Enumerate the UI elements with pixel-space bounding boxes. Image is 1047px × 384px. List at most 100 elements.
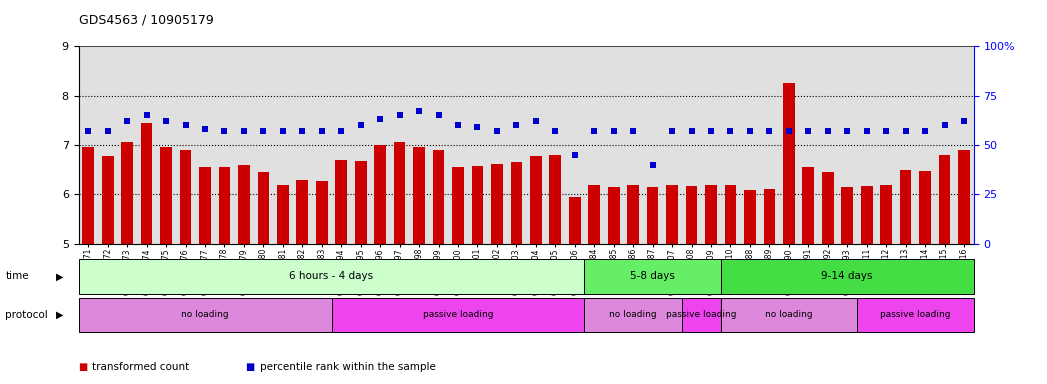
Bar bbox=[121, 142, 133, 244]
Bar bbox=[856, 298, 974, 332]
Text: passive loading: passive loading bbox=[423, 310, 493, 319]
Bar bbox=[919, 170, 931, 244]
Point bbox=[313, 128, 330, 134]
Bar bbox=[881, 185, 892, 244]
Point bbox=[469, 124, 486, 130]
Text: time: time bbox=[5, 271, 29, 281]
Bar bbox=[83, 147, 94, 244]
Bar bbox=[682, 298, 720, 332]
Bar bbox=[861, 185, 872, 244]
Bar bbox=[802, 167, 815, 244]
Point bbox=[780, 128, 797, 134]
Point bbox=[664, 128, 681, 134]
Text: GDS4563 / 10905179: GDS4563 / 10905179 bbox=[79, 14, 214, 27]
Point bbox=[897, 128, 914, 134]
Bar bbox=[414, 147, 425, 244]
Bar bbox=[530, 156, 541, 244]
Bar bbox=[939, 155, 951, 244]
Bar bbox=[725, 185, 736, 244]
Bar bbox=[627, 185, 639, 244]
Text: no loading: no loading bbox=[609, 310, 656, 319]
Bar bbox=[432, 150, 444, 244]
Bar bbox=[238, 165, 250, 244]
Text: no loading: no loading bbox=[181, 310, 229, 319]
Point bbox=[508, 122, 525, 128]
Point bbox=[372, 116, 388, 122]
Point bbox=[449, 122, 466, 128]
Text: ▶: ▶ bbox=[55, 271, 63, 281]
Point bbox=[566, 152, 583, 158]
Point bbox=[99, 128, 116, 134]
Point bbox=[820, 128, 837, 134]
Bar bbox=[511, 162, 522, 244]
Text: passive loading: passive loading bbox=[666, 310, 736, 319]
Point bbox=[158, 118, 175, 124]
Bar bbox=[842, 187, 853, 244]
Bar bbox=[958, 150, 970, 244]
Bar bbox=[277, 185, 289, 244]
Point bbox=[703, 128, 719, 134]
Bar bbox=[140, 123, 153, 244]
Point bbox=[859, 128, 875, 134]
Bar bbox=[296, 180, 308, 244]
Bar bbox=[763, 189, 775, 244]
Bar bbox=[588, 185, 600, 244]
Point bbox=[528, 118, 544, 124]
Bar bbox=[332, 298, 584, 332]
Bar bbox=[452, 167, 464, 244]
Text: protocol: protocol bbox=[5, 310, 48, 320]
Bar bbox=[584, 298, 682, 332]
Point bbox=[430, 112, 447, 118]
Bar bbox=[471, 166, 484, 244]
Bar bbox=[355, 161, 366, 244]
Point bbox=[216, 128, 232, 134]
Bar bbox=[180, 150, 192, 244]
Text: percentile rank within the sample: percentile rank within the sample bbox=[260, 362, 436, 372]
Point bbox=[956, 118, 973, 124]
Point bbox=[236, 128, 252, 134]
Point bbox=[294, 128, 311, 134]
Point bbox=[410, 108, 427, 114]
Point bbox=[877, 128, 894, 134]
Text: ▶: ▶ bbox=[55, 310, 63, 320]
Bar bbox=[394, 142, 405, 244]
Point bbox=[392, 112, 408, 118]
Point bbox=[722, 128, 739, 134]
Point bbox=[138, 112, 155, 118]
Bar bbox=[705, 185, 717, 244]
Point bbox=[683, 128, 699, 134]
Bar bbox=[822, 172, 833, 244]
Point bbox=[489, 128, 506, 134]
Bar bbox=[160, 147, 172, 244]
Bar bbox=[720, 259, 974, 294]
Point bbox=[80, 128, 96, 134]
Text: ■: ■ bbox=[79, 362, 91, 372]
Bar bbox=[199, 167, 210, 244]
Bar bbox=[335, 160, 347, 244]
Bar bbox=[584, 259, 720, 294]
Bar bbox=[79, 298, 332, 332]
Point bbox=[353, 122, 370, 128]
Point bbox=[586, 128, 603, 134]
Point bbox=[761, 128, 778, 134]
Point bbox=[625, 128, 642, 134]
Point bbox=[547, 128, 563, 134]
Text: 6 hours - 4 days: 6 hours - 4 days bbox=[289, 271, 374, 281]
Text: 5-8 days: 5-8 days bbox=[630, 271, 675, 281]
Bar bbox=[720, 298, 856, 332]
Point bbox=[936, 122, 953, 128]
Bar bbox=[744, 190, 756, 244]
Point bbox=[839, 128, 855, 134]
Bar bbox=[79, 259, 584, 294]
Bar bbox=[783, 83, 795, 244]
Bar bbox=[375, 145, 386, 244]
Bar bbox=[219, 167, 230, 244]
Text: passive loading: passive loading bbox=[881, 310, 951, 319]
Bar bbox=[666, 185, 677, 244]
Point bbox=[800, 128, 817, 134]
Point bbox=[255, 128, 272, 134]
Point bbox=[741, 128, 758, 134]
Point bbox=[197, 126, 214, 132]
Bar bbox=[569, 197, 581, 244]
Bar bbox=[316, 180, 328, 244]
